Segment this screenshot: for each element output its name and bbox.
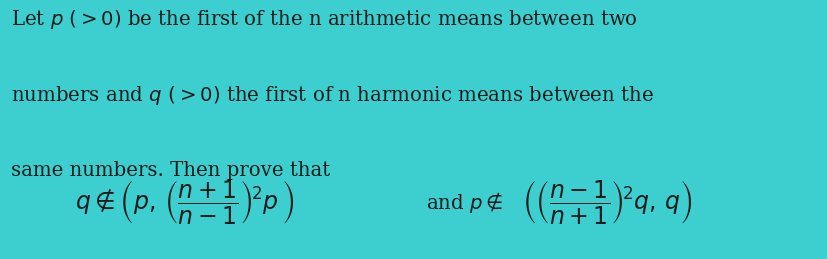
Text: Let $p$ $(> 0)$ be the first of the n arithmetic means between two: Let $p$ $(> 0)$ be the first of the n ar…: [11, 8, 637, 31]
Text: and $p \notin$: and $p \notin$: [426, 190, 503, 214]
Text: same numbers. Then prove that: same numbers. Then prove that: [11, 161, 330, 179]
Text: $q \notin \left( p,\, \left(\dfrac{n+1}{n-1}\right)^{\!2} p\, \right)$: $q \notin \left( p,\, \left(\dfrac{n+1}{…: [74, 178, 294, 226]
Text: numbers and $q$ $(> 0)$ the first of n harmonic means between the: numbers and $q$ $(> 0)$ the first of n h…: [11, 84, 653, 107]
Text: $\left( \left(\dfrac{n-1}{n+1}\right)^{\!2} q,\, q \right)$: $\left( \left(\dfrac{n-1}{n+1}\right)^{\…: [521, 178, 691, 226]
